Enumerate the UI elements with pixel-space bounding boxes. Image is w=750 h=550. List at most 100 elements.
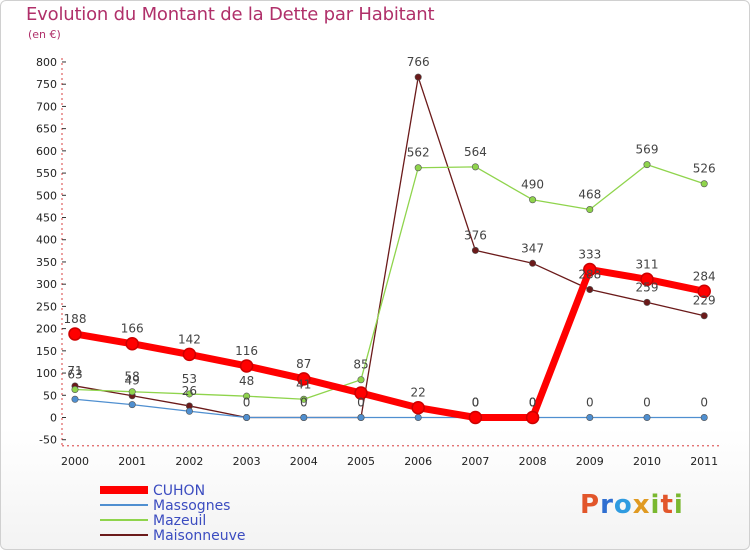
- series-line-maisonneuve: [74, 76, 705, 419]
- proxiti-logo: Proxiti: [580, 490, 684, 520]
- data-label-mazeuil: 564: [464, 145, 487, 159]
- x-tick-label: 2003: [233, 455, 261, 468]
- data-label-maisonneuve: 71: [67, 364, 82, 378]
- chart-title: Evolution du Montant de la Dette par Hab…: [26, 4, 435, 25]
- data-point-massognes: [700, 413, 708, 421]
- data-point-maisonneuve: [471, 246, 479, 254]
- x-tick-label: 2002: [175, 455, 203, 468]
- data-point-mazeuil: [643, 161, 651, 169]
- data-label-cuhon: 22: [411, 386, 426, 400]
- data-label-cuhon: 284: [693, 269, 716, 283]
- data-label-mazeuil: 569: [636, 143, 659, 157]
- data-point-cuhon: [239, 359, 254, 373]
- data-label-massognes: 0: [586, 396, 594, 410]
- data-label-maisonneuve: 347: [521, 241, 544, 255]
- data-label-mazeuil: 490: [521, 178, 544, 192]
- data-label-cuhon: 116: [235, 344, 258, 358]
- data-point-mazeuil: [185, 390, 193, 398]
- data-label-mazeuil: 562: [407, 146, 430, 160]
- data-label-mazeuil: 58: [125, 370, 140, 384]
- y-tick-label: 650: [36, 123, 57, 136]
- data-point-massognes: [185, 407, 193, 415]
- data-point-cuhon: [468, 410, 483, 425]
- data-point-maisonneuve: [700, 312, 708, 320]
- x-tick-label: 2004: [290, 455, 318, 468]
- data-point-maisonneuve: [529, 259, 537, 267]
- data-point-cuhon: [411, 400, 425, 415]
- logo-letter: t: [660, 490, 674, 520]
- data-point-massognes: [243, 413, 251, 421]
- y-tick-label: 0: [50, 412, 57, 425]
- data-label-cuhon: 87: [296, 357, 311, 371]
- data-label-mazeuil: 53: [182, 372, 197, 386]
- y-tick-label: 400: [36, 234, 57, 247]
- data-point-cuhon: [182, 347, 197, 362]
- y-tick-label: 100: [36, 367, 57, 380]
- data-point-massognes: [643, 413, 651, 421]
- series-line-cuhon: [71, 266, 708, 421]
- data-label-cuhon: 0: [472, 396, 480, 410]
- x-tick-label: 2008: [519, 455, 547, 468]
- y-tick-label: 350: [36, 256, 57, 269]
- data-point-massognes: [71, 395, 79, 403]
- data-point-mazeuil: [128, 388, 136, 396]
- x-tick-label: 2005: [347, 455, 375, 468]
- data-label-massognes: 0: [529, 396, 537, 410]
- data-label-mazeuil: 526: [693, 162, 716, 176]
- data-label-mazeuil: 41: [296, 377, 311, 391]
- data-point-maisonneuve: [414, 73, 422, 81]
- x-tick-label: 2007: [461, 455, 489, 468]
- y-tick-label: 750: [36, 78, 57, 91]
- data-point-massognes: [128, 401, 136, 409]
- logo-letter: i: [650, 490, 661, 520]
- data-point-cuhon: [583, 262, 597, 277]
- x-tick-label: 2006: [404, 455, 432, 468]
- logo-letter: i: [673, 490, 684, 520]
- data-label-maisonneuve: 0: [243, 396, 251, 410]
- x-tick-label: 2001: [118, 455, 146, 468]
- data-point-mazeuil: [529, 196, 537, 204]
- data-label-mazeuil: 63: [67, 368, 82, 382]
- y-tick-label: 700: [36, 100, 57, 113]
- data-label-maisonneuve: 766: [407, 55, 430, 69]
- data-point-maisonneuve: [586, 286, 594, 294]
- y-tick-label: 200: [36, 323, 57, 336]
- data-point-mazeuil: [700, 180, 708, 188]
- data-point-massognes: [357, 413, 365, 421]
- y-tick-label: 300: [36, 278, 57, 291]
- data-label-massognes: 0: [643, 396, 651, 410]
- y-tick-label: -50: [39, 434, 57, 447]
- x-tick-label: 2010: [633, 455, 661, 468]
- data-label-cuhon: 166: [121, 322, 144, 336]
- data-label-maisonneuve: 49: [125, 374, 140, 388]
- data-label-cuhon: 142: [178, 332, 201, 346]
- data-point-cuhon: [297, 372, 311, 386]
- series-line-massognes: [74, 398, 705, 419]
- y-tick-label: 550: [36, 167, 57, 180]
- data-label-cuhon: 333: [578, 248, 601, 262]
- data-label-maisonneuve: 229: [693, 294, 716, 308]
- y-tick-label: 600: [36, 145, 57, 158]
- data-label-mazeuil: 468: [578, 188, 601, 202]
- data-label-maisonneuve: 376: [464, 228, 487, 242]
- logo-letter: r: [600, 490, 614, 520]
- data-point-massognes: [414, 413, 422, 421]
- data-label-cuhon: 188: [64, 312, 87, 326]
- data-point-maisonneuve: [643, 298, 651, 306]
- data-label-cuhon: 311: [636, 257, 659, 271]
- logo-letter: x: [632, 490, 651, 520]
- x-tick-label: 2009: [576, 455, 604, 468]
- y-tick-label: 800: [36, 56, 57, 69]
- data-label-maisonneuve: 259: [636, 280, 659, 294]
- data-point-cuhon: [68, 327, 82, 341]
- y-tick-label: 250: [36, 300, 57, 313]
- data-point-cuhon: [697, 284, 711, 299]
- data-point-cuhon: [525, 410, 540, 425]
- data-point-cuhon: [640, 272, 654, 287]
- data-point-massognes: [586, 413, 594, 421]
- data-label-massognes: 0: [700, 396, 708, 410]
- y-tick-label: 50: [43, 389, 57, 402]
- data-point-mazeuil: [471, 163, 479, 171]
- legend-label-cuhon: CUHON: [153, 483, 205, 499]
- chart-subtitle: (en €): [28, 28, 61, 41]
